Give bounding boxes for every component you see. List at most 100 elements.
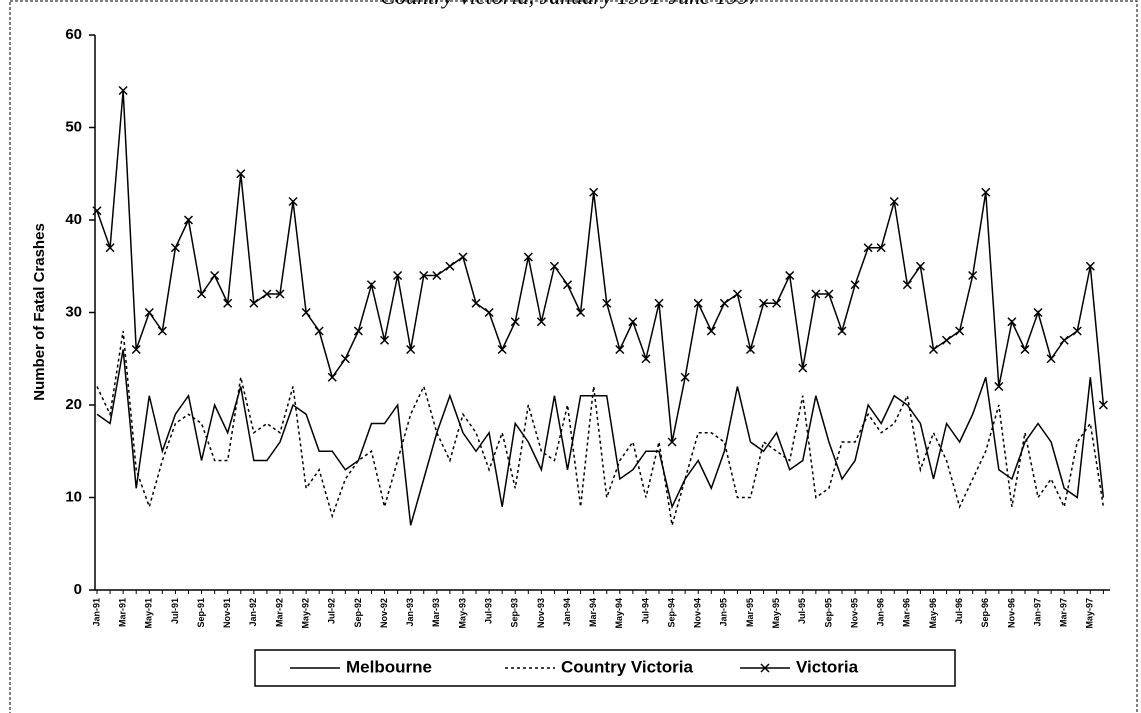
marker — [902, 280, 912, 290]
marker — [1059, 335, 1069, 345]
x-tick-label: May-96 — [928, 598, 938, 629]
marker — [1033, 307, 1043, 318]
marker — [981, 187, 991, 197]
frame — [9, 0, 1138, 713]
marker — [183, 215, 194, 225]
x-tick-label: Nov-92 — [379, 598, 389, 628]
marker — [406, 344, 416, 355]
y-tick-label: 20 — [65, 396, 82, 413]
marker — [1007, 317, 1017, 327]
legend-label: Melbourne — [346, 657, 432, 676]
x-tick-label: Jul-93 — [483, 598, 493, 624]
marker — [1098, 400, 1108, 410]
x-tick-label: May-97 — [1085, 598, 1095, 629]
marker — [602, 298, 612, 308]
x-tick-label: Jul-96 — [954, 598, 964, 624]
x-tick-label: Mar-91 — [118, 598, 128, 627]
legend-label: Victoria — [796, 657, 859, 676]
y-tick-label: 0 — [74, 581, 82, 598]
marker — [811, 289, 821, 299]
x-tick-label: Nov-94 — [693, 598, 703, 628]
y-tick-label: 50 — [65, 118, 82, 135]
marker — [760, 663, 770, 673]
marker — [536, 317, 546, 327]
marker — [393, 270, 403, 281]
marker — [170, 243, 180, 253]
marker — [798, 363, 808, 373]
x-tick-label: May-91 — [144, 598, 154, 629]
x-tick-label: Mar-96 — [902, 598, 912, 627]
x-tick-label: Jan-97 — [1032, 598, 1042, 627]
marker — [889, 196, 899, 207]
series-line — [96, 90, 1105, 443]
x-tick-label: Jul-91 — [170, 598, 180, 624]
marker — [968, 270, 978, 281]
marker — [301, 307, 311, 318]
marker — [837, 326, 847, 336]
marker — [628, 317, 638, 327]
marker — [92, 206, 102, 216]
x-tick-label: Jan-91 — [91, 598, 101, 627]
x-tick-label: Nov-95 — [849, 598, 859, 628]
marker — [523, 252, 533, 262]
x-tick-label: May-93 — [457, 598, 467, 629]
marker — [105, 243, 115, 253]
marker — [432, 270, 442, 281]
marker — [706, 326, 716, 336]
legend-label: Country Victoria — [561, 657, 693, 676]
x-tick-label: Mar-94 — [588, 598, 598, 627]
marker — [144, 307, 154, 318]
marker — [118, 85, 128, 96]
x-tick-label: Jul-94 — [640, 598, 650, 624]
x-tick-label: Nov-96 — [1006, 598, 1016, 628]
marker — [549, 261, 559, 271]
marker — [785, 270, 795, 281]
marker — [693, 298, 703, 308]
y-axis-title: Number of Fatal Crashes — [31, 223, 48, 401]
marker — [249, 298, 259, 308]
marker — [732, 289, 742, 299]
marker — [1072, 326, 1082, 336]
x-tick-label: Sep-93 — [510, 598, 520, 628]
x-tick-label: Sep-95 — [823, 598, 833, 628]
marker — [667, 437, 677, 447]
marker — [772, 298, 782, 308]
marker — [157, 326, 167, 336]
marker — [210, 270, 220, 281]
marker — [576, 307, 586, 318]
y-tick-label: 10 — [65, 488, 82, 505]
x-tick-label: Nov-93 — [536, 598, 546, 628]
marker — [719, 298, 729, 308]
legend — [254, 649, 956, 687]
marker — [863, 243, 873, 253]
marker — [458, 252, 468, 262]
marker — [419, 270, 429, 281]
marker — [275, 289, 285, 299]
marker — [562, 280, 573, 290]
series-line — [96, 349, 1105, 526]
marker — [327, 372, 337, 382]
marker — [262, 289, 272, 299]
marker — [353, 326, 363, 336]
x-tick-label: Mar-93 — [431, 598, 441, 627]
series-line — [96, 330, 1105, 526]
x-tick-label: Jan-93 — [405, 598, 415, 627]
marker — [380, 335, 390, 345]
marker — [1046, 354, 1056, 364]
marker — [1085, 261, 1095, 271]
x-tick-label: Jan-95 — [719, 598, 729, 627]
x-tick-label: May-95 — [771, 598, 781, 629]
marker — [471, 298, 481, 308]
marker — [340, 354, 350, 364]
x-tick-label: Nov-91 — [222, 598, 232, 628]
marker — [994, 381, 1004, 392]
marker — [366, 280, 377, 290]
x-tick-label: Mar-92 — [274, 598, 284, 627]
marker — [928, 344, 939, 355]
marker — [589, 187, 599, 197]
y-tick-label: 60 — [65, 26, 82, 43]
marker — [680, 372, 690, 382]
x-tick-label: May-92 — [300, 598, 310, 629]
x-tick-label: Jul-95 — [797, 598, 807, 624]
